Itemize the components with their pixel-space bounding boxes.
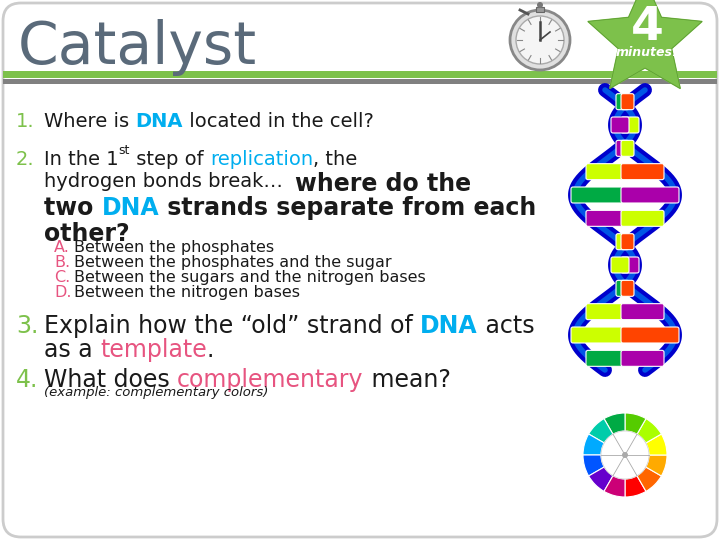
Text: A.: A. [54, 240, 70, 255]
Text: D.: D. [54, 285, 71, 300]
Text: DNA: DNA [420, 314, 478, 338]
Text: Between the sugars and the nitrogen bases: Between the sugars and the nitrogen base… [74, 270, 426, 285]
FancyBboxPatch shape [621, 117, 639, 133]
FancyBboxPatch shape [611, 117, 629, 133]
Text: In the 1: In the 1 [44, 150, 119, 169]
Wedge shape [604, 476, 625, 497]
Text: located in the cell?: located in the cell? [183, 112, 374, 131]
Wedge shape [646, 455, 667, 476]
Text: 3.: 3. [16, 314, 38, 338]
Polygon shape [588, 0, 702, 89]
Text: other?: other? [44, 222, 130, 246]
Text: hydrogen bonds break…: hydrogen bonds break… [44, 172, 295, 191]
Text: st: st [119, 144, 130, 157]
Text: Explain how the “old” strand of: Explain how the “old” strand of [44, 314, 420, 338]
Text: strands separate from each: strands separate from each [159, 196, 536, 220]
Text: where do the: where do the [295, 172, 472, 196]
FancyBboxPatch shape [616, 234, 629, 249]
Text: C.: C. [54, 270, 71, 285]
Wedge shape [604, 413, 625, 434]
Text: Between the phosphates: Between the phosphates [74, 240, 274, 255]
Text: Where is: Where is [44, 112, 135, 131]
Text: Catalyst: Catalyst [18, 19, 257, 77]
Text: DNA: DNA [135, 112, 183, 131]
Circle shape [601, 431, 649, 479]
Wedge shape [625, 413, 646, 434]
FancyBboxPatch shape [571, 187, 629, 203]
FancyBboxPatch shape [571, 327, 629, 343]
Circle shape [516, 16, 564, 64]
Wedge shape [625, 476, 646, 497]
Text: step of: step of [130, 150, 210, 169]
Text: 2.: 2. [16, 150, 35, 169]
Wedge shape [637, 467, 662, 491]
FancyBboxPatch shape [611, 257, 629, 273]
Text: complementary: complementary [177, 368, 364, 392]
FancyBboxPatch shape [586, 303, 629, 320]
Text: template: template [100, 338, 207, 362]
FancyBboxPatch shape [621, 140, 634, 157]
Text: DNA: DNA [102, 196, 159, 220]
FancyBboxPatch shape [616, 140, 629, 157]
FancyBboxPatch shape [586, 164, 629, 180]
FancyBboxPatch shape [621, 211, 664, 226]
Wedge shape [589, 418, 613, 443]
Circle shape [537, 2, 543, 8]
FancyBboxPatch shape [3, 3, 717, 537]
FancyBboxPatch shape [616, 280, 629, 296]
Text: 4.: 4. [16, 368, 38, 392]
Text: acts: acts [478, 314, 535, 338]
FancyBboxPatch shape [621, 327, 679, 343]
Bar [3, 79, 717, 84]
FancyBboxPatch shape [621, 280, 634, 296]
Bar [3, 71, 717, 78]
Wedge shape [589, 467, 613, 491]
FancyBboxPatch shape [621, 303, 664, 320]
Text: .: . [207, 338, 215, 362]
Text: two: two [44, 196, 102, 220]
FancyBboxPatch shape [621, 350, 664, 366]
FancyBboxPatch shape [621, 164, 664, 180]
Wedge shape [646, 434, 667, 455]
FancyBboxPatch shape [621, 257, 639, 273]
Text: minutes!: minutes! [616, 45, 678, 58]
Circle shape [510, 10, 570, 70]
Text: as a: as a [44, 338, 100, 362]
Text: B.: B. [54, 255, 70, 270]
Bar [536, 7, 544, 12]
Text: 4: 4 [631, 5, 663, 51]
Text: Between the nitrogen bases: Between the nitrogen bases [74, 285, 300, 300]
Wedge shape [637, 418, 662, 443]
Text: 1.: 1. [16, 112, 35, 131]
Circle shape [622, 452, 628, 458]
FancyBboxPatch shape [621, 234, 634, 249]
Text: Between the phosphates and the sugar: Between the phosphates and the sugar [74, 255, 392, 270]
Text: , the: , the [313, 150, 357, 169]
Text: What does: What does [44, 368, 177, 392]
FancyBboxPatch shape [586, 350, 629, 366]
FancyBboxPatch shape [621, 187, 679, 203]
Text: replication: replication [210, 150, 313, 169]
Text: (example: complementary colors): (example: complementary colors) [44, 386, 269, 399]
Text: mean?: mean? [364, 368, 451, 392]
Wedge shape [583, 455, 604, 476]
FancyBboxPatch shape [616, 93, 629, 110]
FancyBboxPatch shape [586, 211, 629, 226]
Wedge shape [583, 434, 604, 455]
FancyBboxPatch shape [621, 93, 634, 110]
